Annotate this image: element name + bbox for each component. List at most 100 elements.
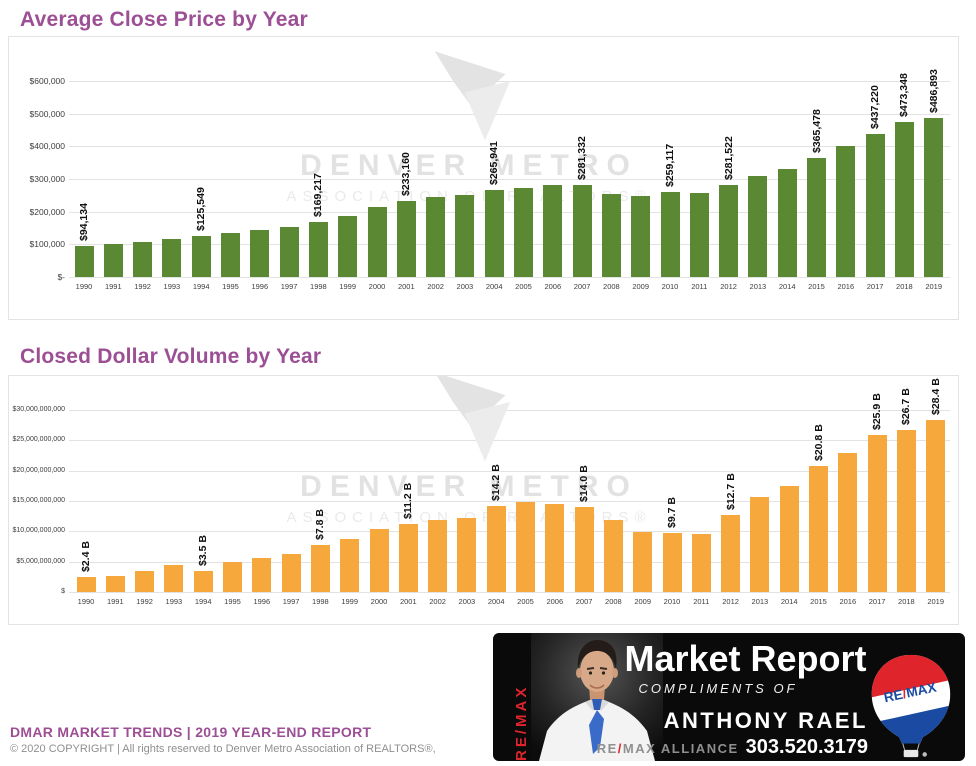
gridline	[69, 146, 950, 148]
gridline	[69, 470, 950, 472]
gridline	[69, 179, 950, 180]
x-axis-year-label: 1996	[253, 597, 271, 606]
x-axis-year-label: 1990	[75, 282, 93, 291]
x-axis-year-label: 2005	[517, 597, 534, 606]
x-axis-year-label: 1993	[163, 282, 181, 291]
bar	[279, 227, 299, 277]
avg-close-price-chart: $600,000 $500,000 $400,000 $300,000 $200,000…	[8, 36, 959, 320]
y-axis-tick-label: $-	[57, 272, 65, 282]
y-axis-tick-label: $200,000	[29, 206, 65, 217]
bar	[340, 538, 360, 592]
x-axis-year-label: 1991	[106, 597, 124, 606]
gridline	[69, 592, 950, 593]
bar	[748, 175, 768, 277]
x-axis-year-label: 2017	[866, 282, 884, 291]
x-axis-year-label: 1996	[251, 282, 269, 291]
bar	[105, 576, 125, 592]
x-axis-year-label: 1992	[134, 282, 151, 291]
chart2-title: Closed Dollar Volume by Year	[20, 345, 322, 368]
bar	[836, 146, 856, 277]
report-name: DMAR MARKET TRENDS | 2019 YEAR-END REPOR…	[10, 724, 372, 740]
x-axis-year-label: 2002	[429, 597, 446, 606]
x-axis-year-label: 2003	[458, 597, 476, 606]
x-axis-year-label: 2012	[722, 597, 739, 606]
bar	[809, 465, 828, 592]
bar-value-label: $9.7 B	[666, 497, 678, 529]
bar-value-label: $14.2 B	[490, 464, 503, 501]
x-axis-year-label: 2019	[925, 282, 943, 291]
chart1-title: Average Close Price by Year	[20, 8, 308, 31]
bar	[76, 577, 96, 592]
x-axis-year-label: 2018	[896, 282, 913, 291]
bar	[838, 453, 858, 592]
bar	[369, 528, 389, 592]
bar	[516, 501, 535, 592]
bar	[545, 504, 565, 592]
bar	[103, 244, 123, 277]
x-axis-year-label: 2004	[485, 282, 503, 291]
x-axis-year-label: 2000	[370, 597, 388, 606]
bar	[691, 533, 711, 592]
gridline	[69, 244, 950, 246]
remax-vertical-label: RE/MAX	[513, 684, 530, 761]
x-axis-year-label: 1992	[136, 597, 153, 606]
gridline	[69, 277, 950, 278]
y-axis-tick-label: $25,000,000,000	[12, 436, 65, 444]
x-axis-year-label: 2013	[751, 597, 769, 606]
agent-contact-row: RE/MAX ALLIANCE 303.520.3179	[597, 736, 868, 759]
bar	[484, 190, 504, 277]
bar-value-label: $125,549	[195, 187, 208, 231]
bar	[631, 195, 651, 277]
remax-balloon-icon: RE/MAX	[871, 654, 951, 758]
chart2-bars: 1990 $2.4 B 1991 1992 1993 1994 $3.5 B 1995 1996…	[9, 376, 958, 624]
bar-value-label: $28.4 B	[929, 377, 942, 415]
y-axis-tick-label: $10,000,000,000	[12, 527, 65, 535]
x-axis-year-label: 2008	[603, 282, 620, 291]
x-axis-year-label: 2005	[515, 282, 532, 291]
banner-text-block: Market Report COMPLIMENTS OF ANTHONY RAE…	[597, 633, 868, 761]
svg-text:RE/MAX: RE/MAX	[882, 679, 938, 705]
x-axis-year-label: 2004	[487, 597, 505, 606]
bar	[457, 517, 477, 592]
y-axis-tick-label: $20,000,000,000	[12, 466, 65, 474]
y-axis-tick-label: $400,000	[29, 141, 65, 152]
x-axis-year-label: 1998	[310, 282, 327, 291]
bar	[514, 188, 533, 277]
bar	[221, 232, 240, 277]
x-axis-year-label: 2014	[778, 282, 796, 291]
bar-value-label: $473,348	[898, 73, 911, 118]
bar	[74, 246, 94, 277]
y-axis-tick-label: $600,000	[29, 76, 65, 86]
bar	[164, 564, 184, 592]
x-axis-year-label: 1994	[194, 597, 212, 606]
x-axis-year-label: 1990	[77, 597, 95, 606]
bar	[193, 570, 213, 592]
bar-value-label: $486,893	[927, 69, 940, 113]
bar-value-label: $437,220	[869, 85, 882, 130]
x-axis-year-label: 1997	[280, 282, 298, 291]
market-report-banner: RE/MAX	[493, 633, 965, 761]
bar	[926, 419, 946, 592]
y-axis-tick-label: $100,000	[29, 239, 65, 250]
x-axis-year-label: 2019	[927, 597, 945, 606]
bar	[719, 185, 739, 277]
x-axis-year-label: 2002	[427, 282, 444, 291]
bar	[543, 184, 563, 277]
x-axis-year-label: 2001	[397, 282, 415, 291]
y-axis-tick-label: $15,000,000,000	[12, 497, 65, 504]
bar	[135, 571, 155, 592]
bar	[779, 485, 799, 592]
banner-title: Market Report	[624, 638, 867, 679]
x-axis-year-label: 2007	[575, 597, 593, 606]
bar-value-label: $281,522	[722, 136, 735, 181]
bar-value-label: $281,332	[576, 136, 589, 181]
x-axis-year-label: 1995	[224, 597, 241, 606]
x-axis-year-label: 1994	[192, 282, 210, 291]
gridline	[69, 531, 950, 533]
bar-value-label: $233,160	[400, 152, 413, 196]
x-axis-year-label: 2009	[632, 282, 650, 291]
x-axis-year-label: 2006	[546, 597, 564, 606]
bar	[426, 196, 446, 277]
x-axis-year-label: 2018	[898, 597, 915, 606]
bar	[574, 507, 594, 592]
